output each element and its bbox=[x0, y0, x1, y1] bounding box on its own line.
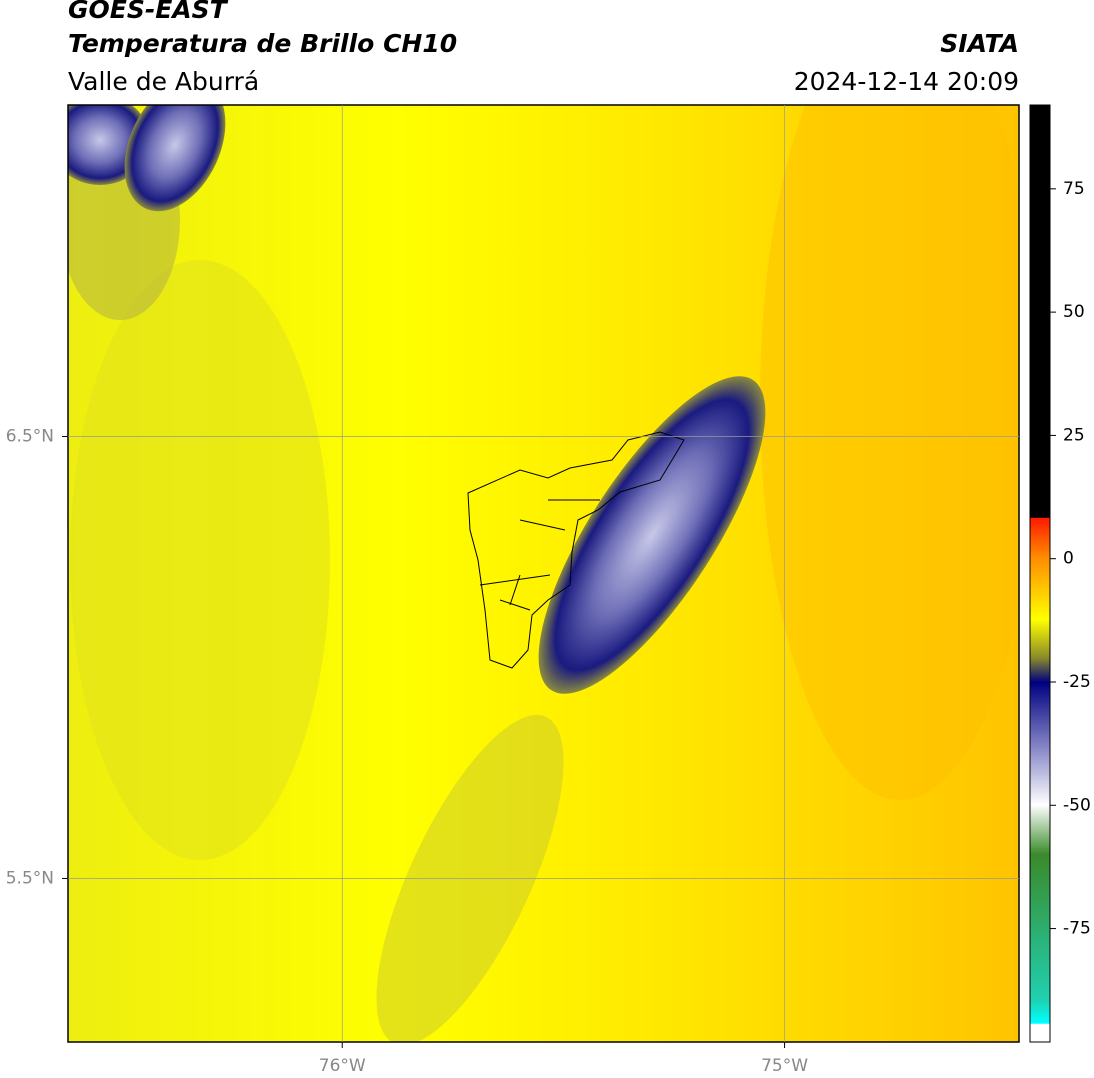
texture bbox=[760, 105, 1019, 800]
region: Valle de Aburrá bbox=[68, 67, 259, 96]
x-tick-label: 75°W bbox=[761, 1056, 808, 1076]
cloud bbox=[124, 105, 226, 212]
datetime: 2024-12-14 20:09 bbox=[794, 67, 1019, 96]
cloud bbox=[538, 376, 766, 694]
y-tick-label: 6.5°N bbox=[6, 426, 54, 446]
colorbar-tick-label: 25 bbox=[1063, 425, 1085, 445]
municipal-boundaries bbox=[467, 431, 685, 669]
y-tick-label: 5.5°N bbox=[6, 868, 54, 888]
x-tick-label: 76°W bbox=[319, 1056, 366, 1076]
colorbar-tick-label: 0 bbox=[1063, 549, 1074, 569]
map-frame bbox=[67, 104, 1020, 1043]
subtitle: Temperatura de Brillo CH10 bbox=[68, 29, 457, 58]
colorbar-tick-label: -25 bbox=[1063, 672, 1091, 692]
colorbar bbox=[1029, 104, 1051, 1043]
colorbar-tick-label: -75 bbox=[1063, 919, 1091, 939]
map-image bbox=[68, 105, 1019, 1042]
texture bbox=[70, 260, 330, 860]
colorbar-tick-label: -50 bbox=[1063, 795, 1091, 815]
texture bbox=[376, 714, 564, 1042]
colorbar-tick-label: 50 bbox=[1063, 302, 1085, 322]
title: GOES-EAST bbox=[68, 0, 229, 24]
source: SIATA bbox=[940, 29, 1019, 58]
colorbar-tick-label: 75 bbox=[1063, 179, 1085, 199]
